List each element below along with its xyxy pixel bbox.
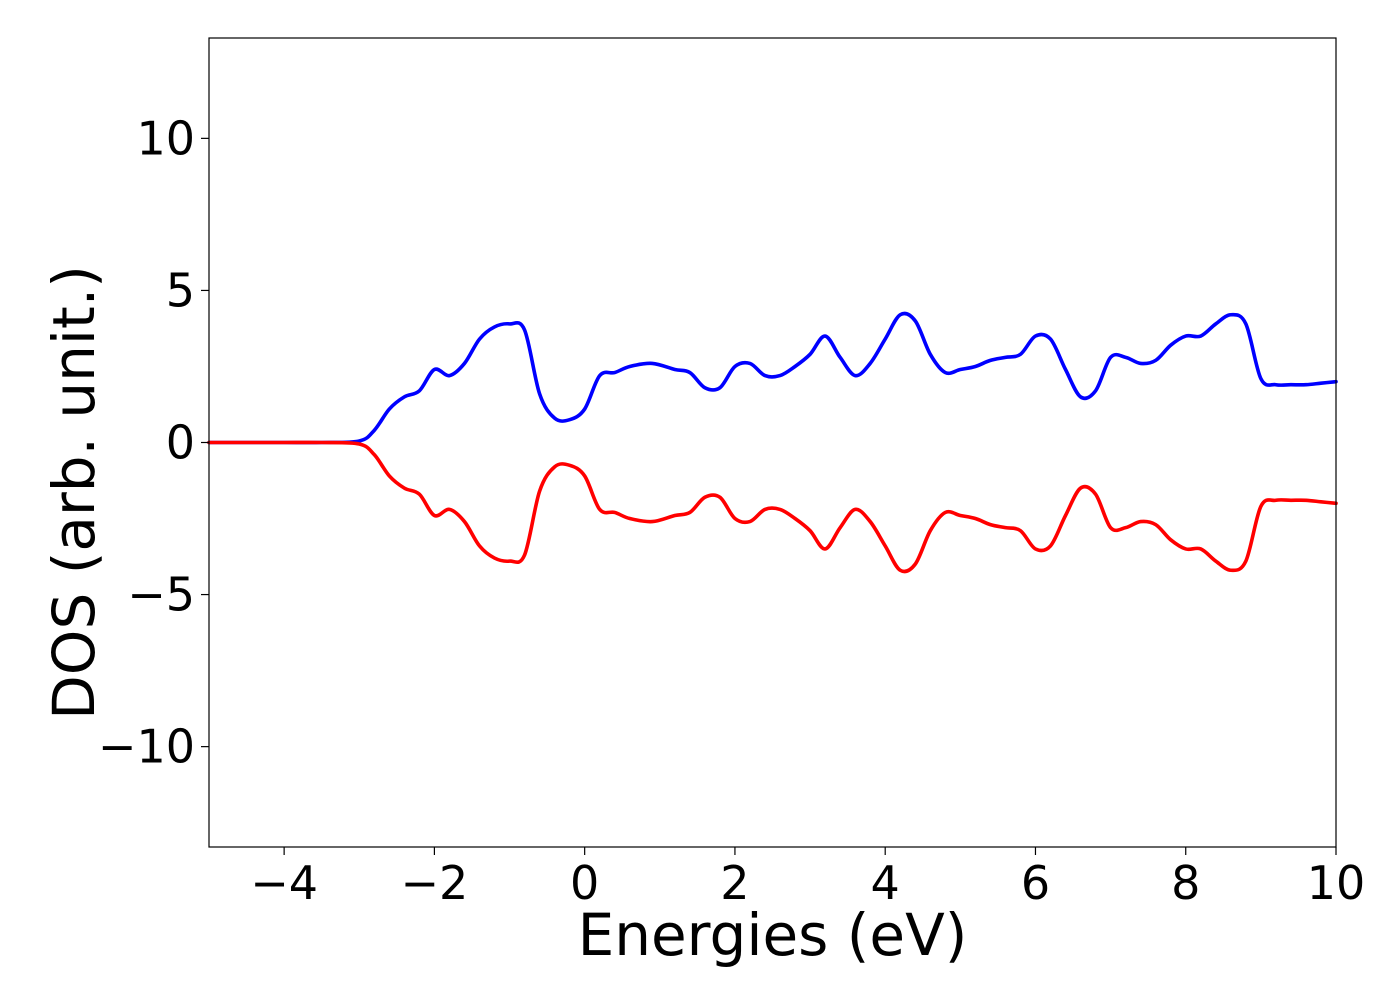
- y-tick-label: −5: [127, 568, 195, 622]
- y-tick-label: 0: [166, 416, 195, 470]
- series-layer: [207, 311, 1338, 574]
- x-tick-label: 10: [1307, 856, 1366, 910]
- x-axis-label: Energies (eV): [578, 901, 968, 969]
- y-tick-label: −10: [98, 720, 195, 774]
- y-axis-ticks: −10 −5 0 5 10: [98, 111, 209, 774]
- x-tick-label: 8: [1171, 856, 1200, 910]
- x-tick-label: −2: [400, 856, 468, 910]
- y-tick-label: 5: [166, 263, 195, 317]
- x-tick-label: 6: [1021, 856, 1050, 910]
- y-tick-label: 10: [136, 111, 195, 165]
- x-tick-label: 0: [570, 856, 599, 910]
- series-line-1: [207, 311, 1338, 445]
- x-axis-ticks: −4 −2 0 2 4 6 8 10: [250, 847, 1365, 910]
- x-tick-label: −4: [250, 856, 318, 910]
- series-line-2: [207, 440, 1338, 574]
- x-tick-label: 4: [871, 856, 900, 910]
- y-axis-label: DOS (arb. unit.): [40, 265, 108, 720]
- x-tick-label: 2: [720, 856, 749, 910]
